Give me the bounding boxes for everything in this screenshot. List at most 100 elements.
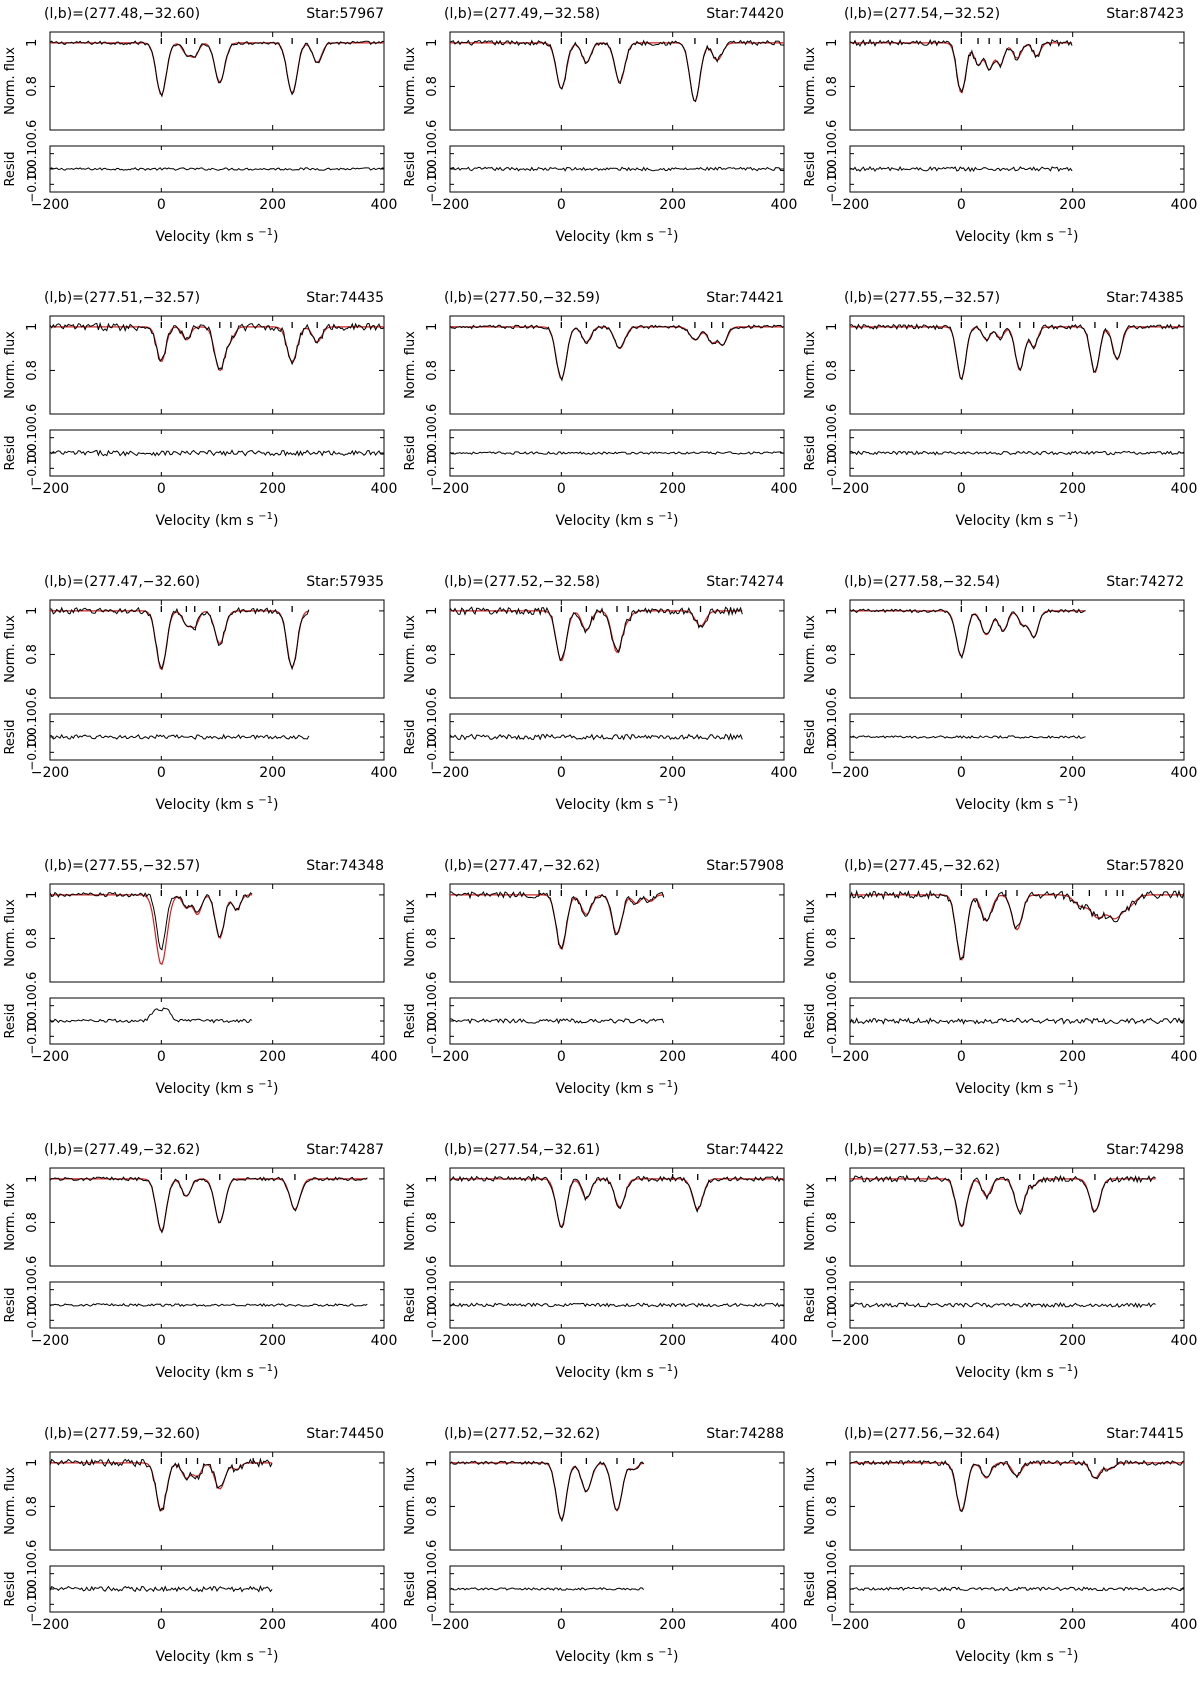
x-tick-label: −200 (31, 1333, 69, 1349)
x-tick-label: −200 (431, 1617, 469, 1633)
observed-spectrum-line (449, 606, 743, 662)
x-tick-label: 400 (1171, 1617, 1198, 1633)
coord-label: (l,b)=(277.51,−32.57) (44, 290, 200, 306)
x-axis-label: Velocity (km s −1) (556, 511, 679, 529)
residual-line (49, 1303, 368, 1307)
y-axis-label-resid: Resid (803, 435, 818, 470)
x-axis-label: Velocity (km s −1) (556, 1079, 679, 1097)
y-tick-label: 1 (825, 1459, 840, 1467)
flux-plot-frame (49, 31, 385, 131)
flux-plot-frame (849, 315, 1185, 415)
resid-plot-frame (449, 713, 785, 761)
resid-tick-label: 0.10 (425, 992, 439, 1019)
resid-plot-frame (49, 713, 385, 761)
y-axis-label-resid: Resid (803, 1287, 818, 1322)
y-axis-label-resid: Resid (403, 1287, 418, 1322)
resid-tick-label: 0.0 (25, 443, 39, 462)
star-label: Star:74385 (1106, 290, 1184, 306)
resid-tick-label: 0.10 (425, 1276, 439, 1303)
y-axis-label-flux: Norm. flux (3, 1183, 18, 1251)
spectrum-panel: (l,b)=(277.48,−32.60) Star:57967 Norm. flu… (0, 0, 400, 284)
spectrum-panel: (l,b)=(277.47,−32.60) Star:57935 Norm. flu… (0, 568, 400, 852)
x-tick-label: 0 (557, 1333, 566, 1349)
y-axis-label-flux: Norm. flux (403, 615, 418, 683)
star-label: Star:74450 (306, 1426, 384, 1442)
residual-line (449, 166, 785, 172)
x-axis-label: Velocity (km s −1) (556, 1363, 679, 1381)
resid-tick-label: −0.10 (25, 734, 39, 771)
x-tick-label: 0 (557, 481, 566, 497)
resid-tick-label: −0.10 (425, 450, 439, 487)
y-tick-label: 0.8 (425, 928, 440, 949)
spectrum-panel: (l,b)=(277.52,−32.62) Star:74288 Norm. flu… (400, 1420, 800, 1704)
y-axis-label-flux: Norm. flux (403, 331, 418, 399)
resid-tick-label: 0.0 (425, 1295, 439, 1314)
residual-line (449, 1018, 665, 1025)
y-axis-label-flux: Norm. flux (403, 899, 418, 967)
observed-spectrum-line (49, 321, 385, 371)
x-tick-label: −200 (831, 765, 869, 781)
y-axis-label-resid: Resid (403, 151, 418, 186)
star-label: Star:74272 (1106, 574, 1184, 590)
resid-tick-label: 0.10 (25, 708, 39, 735)
resid-tick-label: −0.10 (825, 1586, 839, 1623)
star-label: Star:57908 (706, 858, 784, 874)
x-tick-label: 200 (659, 1617, 686, 1633)
x-tick-label: 400 (371, 765, 398, 781)
spectrum-chart: (l,b)=(277.56,−32.64) Star:74415 Norm. flu… (803, 1426, 1198, 1665)
x-tick-label: −200 (831, 481, 869, 497)
observed-spectrum-line (849, 889, 1185, 961)
resid-tick-label: 0.10 (425, 1560, 439, 1587)
y-tick-label: 1 (425, 607, 440, 615)
flux-plot-frame (449, 315, 785, 415)
y-tick-label: 0.8 (425, 1212, 440, 1233)
y-tick-label: 0.8 (425, 360, 440, 381)
model-fit-line (450, 1462, 644, 1521)
x-tick-label: 0 (957, 1333, 966, 1349)
resid-tick-label: 0.0 (825, 443, 839, 462)
y-tick-label: 0.6 (425, 404, 440, 425)
y-tick-label: 0.8 (25, 1212, 40, 1233)
x-tick-label: 400 (771, 197, 798, 213)
coord-label: (l,b)=(277.54,−32.52) (844, 6, 1000, 22)
star-label: Star:74287 (306, 1142, 384, 1158)
flux-plot-frame (449, 883, 785, 983)
spectrum-panel: (l,b)=(277.49,−32.58) Star:74420 Norm. flu… (400, 0, 800, 284)
resid-tick-label: 0.0 (425, 443, 439, 462)
star-label: Star:74422 (706, 1142, 784, 1158)
model-fit-line (450, 894, 664, 950)
star-label: Star:57935 (306, 574, 384, 590)
spectrum-chart: (l,b)=(277.52,−32.58) Star:74274 Norm. flu… (403, 574, 797, 813)
flux-plot-frame (849, 883, 1185, 983)
y-tick-label: 0.6 (425, 688, 440, 709)
resid-tick-label: −0.10 (25, 450, 39, 487)
residual-line (49, 167, 385, 171)
x-tick-label: 200 (659, 1049, 686, 1065)
x-tick-label: 400 (1171, 481, 1198, 497)
x-tick-label: 0 (157, 1333, 166, 1349)
observed-spectrum-line (449, 324, 785, 382)
resid-tick-label: −0.10 (825, 734, 839, 771)
resid-tick-label: 0.10 (25, 1560, 39, 1587)
x-tick-label: −200 (31, 481, 69, 497)
y-tick-label: 0.8 (825, 76, 840, 97)
resid-tick-label: −0.10 (25, 1018, 39, 1055)
x-tick-label: −200 (431, 481, 469, 497)
spectrum-panel: (l,b)=(277.59,−32.60) Star:74450 Norm. flu… (0, 1420, 400, 1704)
resid-tick-label: 0.0 (825, 159, 839, 178)
x-tick-label: 400 (371, 1049, 398, 1065)
star-label: Star:74421 (706, 290, 784, 306)
observed-spectrum-line (849, 38, 1073, 94)
x-tick-label: 200 (259, 765, 286, 781)
y-tick-label: 1 (425, 1459, 440, 1467)
residual-line (49, 449, 385, 457)
y-axis-label-flux: Norm. flux (3, 615, 18, 683)
y-axis-label-resid: Resid (3, 435, 18, 470)
spectrum-chart: (l,b)=(277.58,−32.54) Star:74272 Norm. flu… (803, 574, 1197, 813)
x-tick-label: 400 (1171, 197, 1198, 213)
coord-label: (l,b)=(277.54,−32.61) (444, 1142, 600, 1158)
spectrum-chart: (l,b)=(277.50,−32.59) Star:74421 Norm. flu… (403, 290, 797, 529)
model-fit-line (450, 1178, 784, 1228)
star-label: Star:74298 (1106, 1142, 1184, 1158)
resid-tick-label: 0.0 (25, 159, 39, 178)
